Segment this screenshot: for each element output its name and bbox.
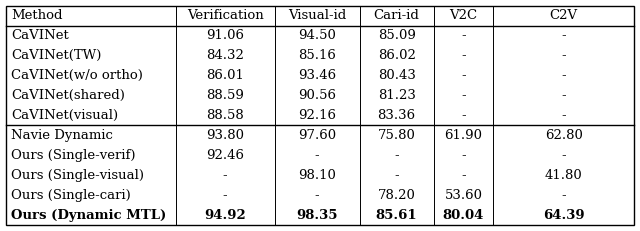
Text: 98.10: 98.10	[298, 169, 336, 182]
Text: -: -	[561, 109, 566, 122]
Text: 92.46: 92.46	[206, 149, 244, 162]
Text: Method: Method	[11, 9, 63, 22]
Text: 88.58: 88.58	[206, 109, 244, 122]
Text: 62.80: 62.80	[545, 129, 582, 142]
Text: 61.90: 61.90	[445, 129, 483, 142]
Text: -: -	[461, 149, 466, 162]
Text: 80.04: 80.04	[443, 209, 484, 222]
Text: 88.59: 88.59	[206, 89, 244, 102]
Text: CaVINet(TW): CaVINet(TW)	[11, 49, 101, 62]
Text: Ours (Single-cari): Ours (Single-cari)	[11, 189, 131, 202]
Text: -: -	[461, 49, 466, 62]
Text: CaVINet: CaVINet	[11, 29, 68, 42]
Text: 86.02: 86.02	[378, 49, 415, 62]
Text: -: -	[461, 29, 466, 42]
Text: -: -	[461, 69, 466, 82]
Text: -: -	[561, 49, 566, 62]
Text: 81.23: 81.23	[378, 89, 415, 102]
Text: Ours (Single-visual): Ours (Single-visual)	[11, 169, 144, 182]
Text: 91.06: 91.06	[206, 29, 244, 42]
Text: 93.80: 93.80	[206, 129, 244, 142]
Text: CaVINet(visual): CaVINet(visual)	[11, 109, 118, 122]
Text: CaVINet(shared): CaVINet(shared)	[11, 89, 125, 102]
Text: -: -	[561, 149, 566, 162]
Text: 90.56: 90.56	[298, 89, 336, 102]
Text: 75.80: 75.80	[378, 129, 415, 142]
Text: 94.92: 94.92	[204, 209, 246, 222]
Text: Ours (Dynamic MTL): Ours (Dynamic MTL)	[11, 209, 166, 222]
Text: Verification: Verification	[187, 9, 264, 22]
Text: 98.35: 98.35	[296, 209, 338, 222]
Text: 85.61: 85.61	[376, 209, 417, 222]
Text: -: -	[315, 189, 319, 202]
Text: Visual-id: Visual-id	[288, 9, 346, 22]
Text: 93.46: 93.46	[298, 69, 336, 82]
Text: -: -	[561, 189, 566, 202]
Text: Navie Dynamic: Navie Dynamic	[11, 129, 113, 142]
Text: 94.50: 94.50	[298, 29, 336, 42]
Text: Ours (Single-verif): Ours (Single-verif)	[11, 149, 136, 162]
Text: -: -	[394, 169, 399, 182]
Text: 80.43: 80.43	[378, 69, 415, 82]
Text: -: -	[315, 149, 319, 162]
Text: -: -	[394, 149, 399, 162]
Text: 85.16: 85.16	[298, 49, 336, 62]
Text: Cari-id: Cari-id	[374, 9, 420, 22]
Text: C2V: C2V	[550, 9, 578, 22]
Text: CaVINet(w/o ortho): CaVINet(w/o ortho)	[11, 69, 143, 82]
Text: -: -	[561, 69, 566, 82]
Text: 85.09: 85.09	[378, 29, 415, 42]
Text: -: -	[561, 29, 566, 42]
Text: 41.80: 41.80	[545, 169, 582, 182]
Text: -: -	[461, 89, 466, 102]
Text: 97.60: 97.60	[298, 129, 336, 142]
Text: -: -	[461, 169, 466, 182]
Text: 84.32: 84.32	[206, 49, 244, 62]
Text: -: -	[223, 189, 227, 202]
Text: 83.36: 83.36	[378, 109, 415, 122]
Text: -: -	[561, 89, 566, 102]
Text: 53.60: 53.60	[445, 189, 483, 202]
Text: 64.39: 64.39	[543, 209, 584, 222]
Text: 78.20: 78.20	[378, 189, 415, 202]
Text: -: -	[223, 169, 227, 182]
Text: 92.16: 92.16	[298, 109, 336, 122]
Text: -: -	[461, 109, 466, 122]
Text: 86.01: 86.01	[206, 69, 244, 82]
Text: V2C: V2C	[449, 9, 477, 22]
